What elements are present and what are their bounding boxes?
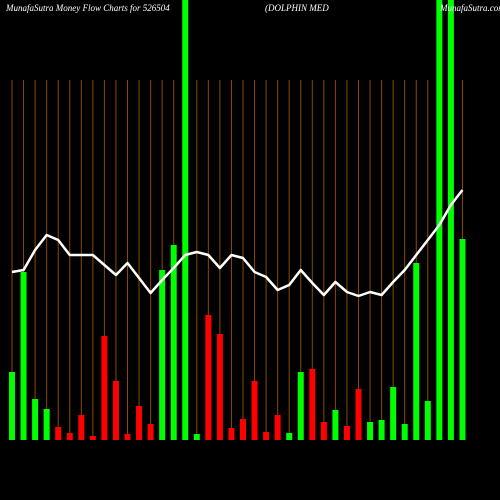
bar bbox=[78, 415, 85, 440]
bar bbox=[251, 381, 258, 440]
bar bbox=[378, 420, 385, 440]
bar bbox=[32, 399, 39, 440]
bar bbox=[309, 369, 316, 440]
bar bbox=[170, 245, 177, 440]
bar bbox=[136, 406, 143, 440]
bar bbox=[43, 409, 50, 440]
site-name: MunafaSutra.com bbox=[439, 3, 500, 13]
bar bbox=[447, 0, 454, 440]
bar bbox=[424, 401, 431, 440]
money-flow-line bbox=[11, 189, 464, 298]
bar bbox=[401, 424, 408, 440]
bar bbox=[413, 263, 420, 440]
bar bbox=[55, 427, 62, 440]
bar bbox=[297, 372, 304, 440]
chart-title: MunafaSutra Money Flow Charts for 526504 bbox=[5, 3, 170, 13]
bar bbox=[124, 434, 131, 440]
bar bbox=[367, 422, 374, 440]
bar bbox=[332, 410, 339, 440]
bar bbox=[240, 419, 246, 440]
bar bbox=[436, 0, 443, 440]
bar bbox=[193, 434, 200, 440]
bar bbox=[343, 426, 350, 440]
bar bbox=[263, 432, 270, 440]
bar bbox=[89, 436, 96, 440]
chart-subtitle: (DOLPHIN MED bbox=[265, 3, 329, 13]
bar bbox=[228, 428, 235, 440]
bar bbox=[320, 422, 327, 440]
bar bbox=[20, 272, 27, 440]
bar bbox=[459, 239, 466, 440]
bar bbox=[182, 0, 189, 440]
bars bbox=[9, 0, 466, 440]
line-layer bbox=[11, 189, 464, 298]
bar bbox=[390, 387, 397, 440]
bar bbox=[112, 381, 119, 440]
bar bbox=[355, 389, 362, 440]
bar bbox=[147, 424, 154, 440]
bar bbox=[205, 315, 212, 440]
bar bbox=[66, 433, 73, 440]
bar bbox=[274, 415, 281, 440]
bar bbox=[216, 334, 223, 440]
bar bbox=[159, 270, 166, 440]
bar bbox=[286, 433, 293, 440]
bar bbox=[9, 372, 15, 440]
bar bbox=[101, 336, 108, 440]
